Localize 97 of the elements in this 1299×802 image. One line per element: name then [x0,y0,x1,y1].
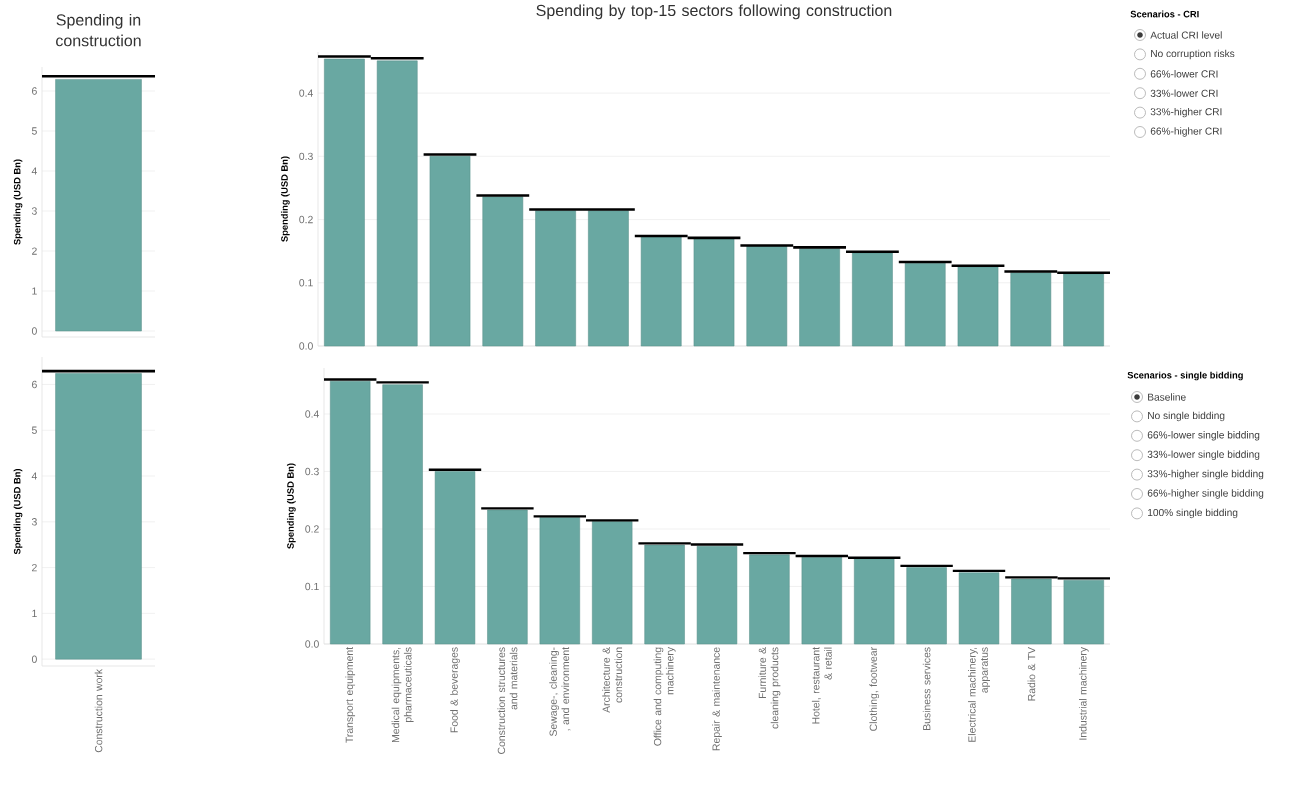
bar [749,554,790,645]
y-tick-label: 0.2 [299,215,313,224]
x-tick-label: Construction work [94,668,103,753]
bar [376,60,418,347]
y-tick-label: 0.4 [305,410,319,418]
bar [904,262,946,347]
bar [640,236,682,347]
text: Scenarios - single bidding [1127,371,1243,381]
text: 100% single bidding [1148,508,1238,519]
x-tick-label: Office and computing machinery [653,646,676,746]
y-tick-label: 3 [31,518,37,526]
text: 33%-lower single bidding [1147,450,1260,460]
y-tick-label: 6 [32,380,37,389]
y-tick-label: 0.4 [299,89,313,97]
x-tick-label: Electrical machinery, apparatus [968,647,990,742]
bar [423,153,477,156]
bar [958,572,1000,645]
bar [586,519,639,522]
text: 33%-lower CRI [1150,89,1218,97]
x-tick-label: Furniture & cleaning products [758,647,781,729]
bar [906,567,947,645]
y-tick-label: 0.1 [305,582,319,591]
bar [854,558,895,645]
bar [482,196,524,347]
text: No corruption risks [1151,49,1235,60]
text: 33%-higher single bidding [1147,469,1264,480]
bar [801,556,842,645]
x-tick-label: Radio & TV [1027,647,1036,701]
text: Baseline [1148,393,1186,401]
text: 66%-lower CRI [1150,70,1218,78]
x-tick-label: Medical equipments, pharmaceuticals [391,647,414,743]
bar [476,194,530,197]
text: 66%-higher CRI [1150,127,1222,137]
bar [852,252,893,347]
bar [746,245,788,347]
bar [535,210,576,347]
bar [429,156,471,347]
y-tick-label: 3 [31,207,37,215]
bar [1063,579,1104,645]
bar [693,238,735,347]
x-tick-label: Repair & maintenance [712,647,722,751]
x-tick-label: Industrial machinery [1078,646,1089,740]
bar [951,264,1005,267]
y-tick-label: 0.0 [305,640,319,648]
bar [330,380,371,645]
y-tick-label: 0.3 [305,467,319,476]
x-tick-label: Architecture & construction [602,647,623,713]
y-tick-label: 0 [31,655,37,663]
bar [324,58,365,347]
y-tick-label: 2 [32,247,37,255]
y-axis-title: Spending (USD Bn) [286,463,296,549]
x-tick-label: Hotel, restaurant & retail [811,647,832,724]
bar [324,378,377,381]
x-tick-label: Clothing, footwear [869,647,880,731]
y-tick-label: 0.1 [299,279,313,287]
y-tick-label: 1 [32,609,37,617]
bar [376,381,429,384]
y-tick-label: 0.0 [299,342,313,350]
chart-title: Spending in construction [56,13,141,47]
y-tick-label: 0.3 [299,152,313,161]
text: Scenarios - CRI [1130,10,1199,18]
y-tick-label: 4 [31,167,37,175]
text: Actual CRI level [1150,31,1222,39]
y-tick-label: 6 [32,87,37,95]
y-tick-label: 5 [31,426,37,434]
y-tick-label: 5 [31,127,37,135]
bar [1011,578,1052,645]
bar [957,266,999,347]
bar [592,521,633,645]
y-tick-label: 2 [32,563,37,572]
bar [382,384,423,645]
bar [434,471,476,645]
y-axis-title: Spending (USD Bn) [280,156,290,242]
y-axis-title: Spending (USD Bn) [13,159,23,245]
text: 33%-higher CRI [1150,107,1222,118]
bar [799,248,840,347]
bar [539,517,580,645]
chart-title: Spending by top-15 sectors following construction [536,4,892,20]
x-tick-label: Construction structures and materials [497,647,518,754]
text: No single bidding [1148,411,1225,422]
y-tick-label: 1 [32,287,37,295]
bar [696,545,738,645]
y-tick-label: 0 [31,327,37,335]
bar [487,509,528,645]
bar [588,210,629,347]
x-tick-label: Sewage-, cleaning-, and environment [549,647,571,737]
text: 66%-lower single bidding [1147,431,1260,441]
bar [644,544,685,645]
y-axis-title: Spending (USD Bn) [13,468,23,555]
bar [1063,273,1104,347]
x-tick-label: Food & beverages [450,647,460,733]
y-tick-label: 0.2 [305,525,319,533]
text: 66%-higher single bidding [1147,489,1264,499]
bar [1010,272,1052,347]
x-tick-label: Business services [922,647,931,730]
y-tick-label: 4 [31,472,37,480]
x-tick-label: Transport equipment [345,647,356,743]
